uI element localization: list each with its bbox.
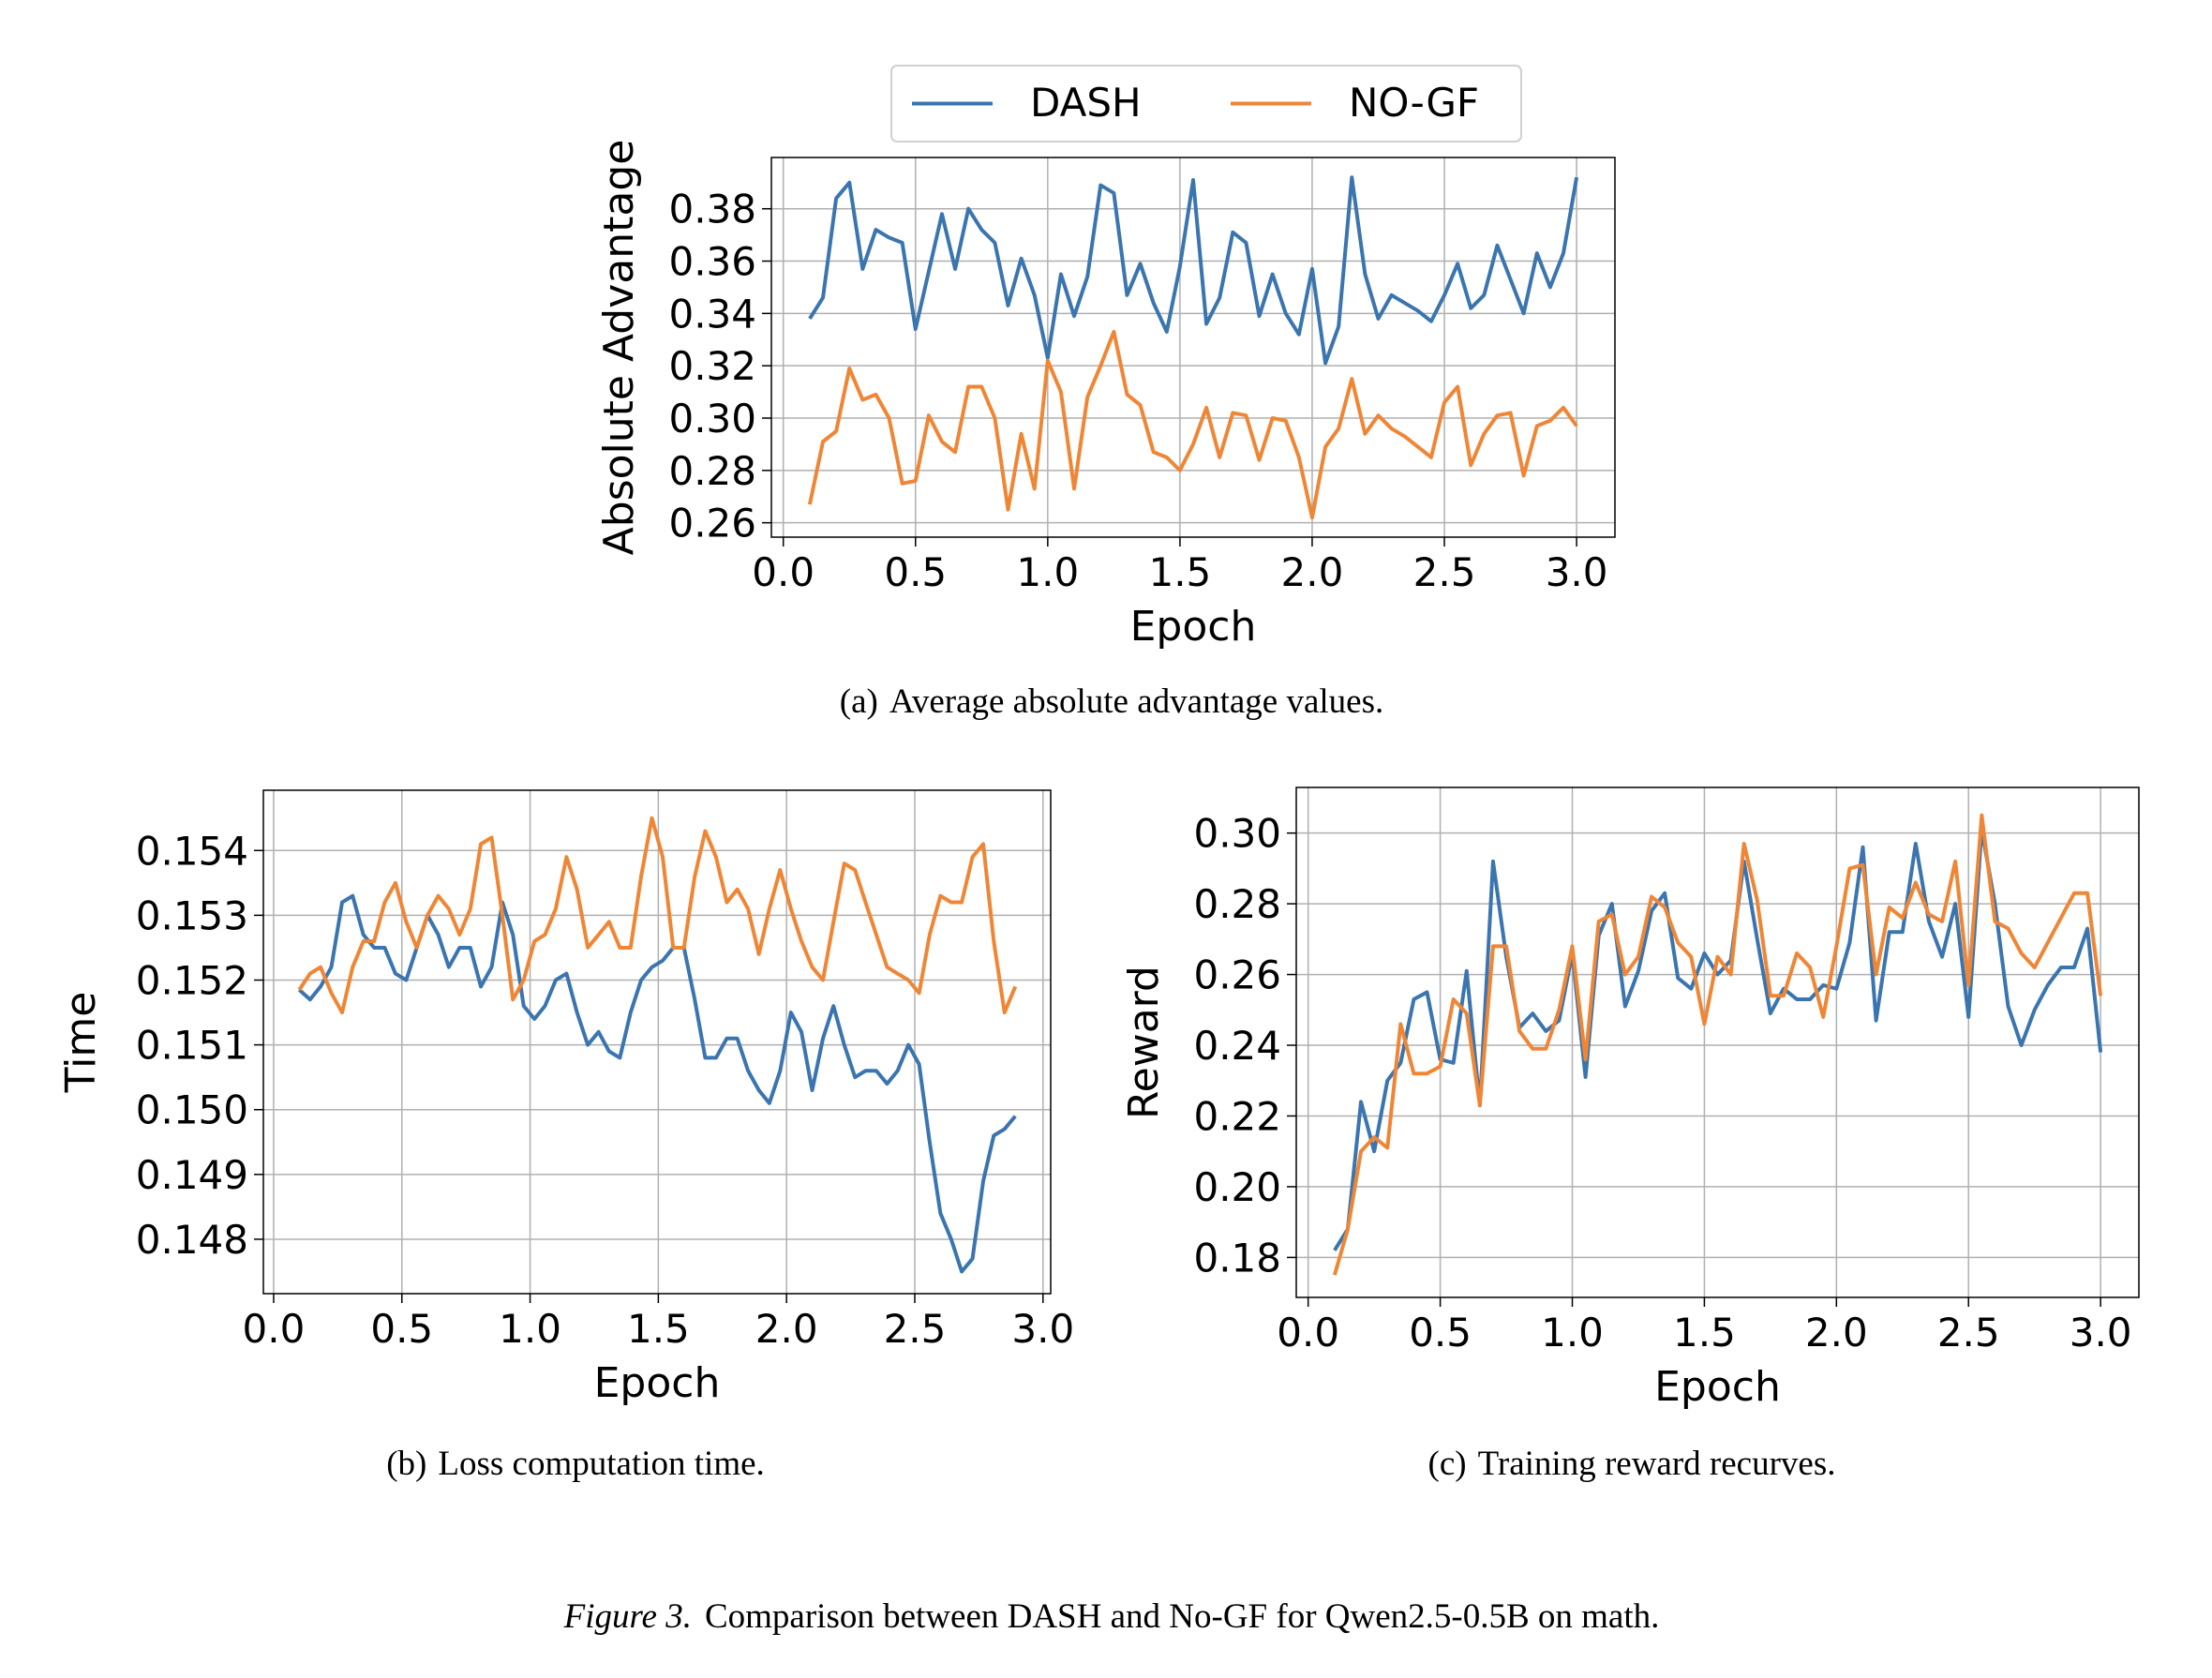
- x-tick-label: 1.5: [1148, 549, 1211, 595]
- y-tick-label: 0.149: [136, 1152, 248, 1198]
- legend-label: NO-GF: [1349, 80, 1479, 126]
- x-tick-label: 1.0: [1016, 549, 1079, 595]
- y-tick-label: 0.18: [1193, 1235, 1281, 1281]
- x-axis-label: Epoch: [594, 1359, 721, 1407]
- x-tick-label: 1.0: [499, 1306, 561, 1352]
- y-tick-label: 0.148: [136, 1217, 248, 1263]
- plot-lines: [1332, 813, 2103, 1276]
- subfigure-caption-label: (a): [840, 682, 878, 721]
- subfigure-caption: (b) Loss computation time.: [386, 1445, 765, 1483]
- y-tick-label: 0.38: [668, 187, 756, 232]
- y-tick-label: 0.151: [136, 1023, 248, 1069]
- x-tick-label: 2.0: [1805, 1310, 1868, 1356]
- y-tick-label: 0.152: [136, 957, 248, 1003]
- y-axis-label: Absolute Advantage: [595, 140, 643, 556]
- series-line: [808, 175, 1579, 366]
- x-axis-label: Epoch: [1654, 1363, 1781, 1411]
- x-tick-label: 0.0: [1277, 1310, 1339, 1356]
- legend-box: [890, 65, 1522, 142]
- subfigure-caption-text: Training reward recurves.: [1478, 1445, 1836, 1483]
- figure-caption-label: Figure 3.: [563, 1597, 692, 1636]
- series-line: [297, 893, 1017, 1274]
- x-tick-label: 2.5: [1413, 549, 1476, 595]
- y-tick-label: 0.20: [1193, 1164, 1281, 1210]
- series-line: [1333, 827, 2103, 1251]
- y-tick-label: 0.34: [668, 291, 756, 337]
- y-tick-label: 0.154: [136, 828, 248, 874]
- x-tick-label: 0.0: [243, 1306, 306, 1352]
- y-axis-label: Time: [57, 992, 105, 1094]
- plot-frame: [1295, 787, 2140, 1298]
- plot-frame: [262, 789, 1052, 1295]
- subfigure-caption: (a) Average absolute advantage values.: [840, 682, 1383, 721]
- x-tick-label: 2.5: [884, 1306, 947, 1352]
- legend-label: DASH: [1030, 80, 1142, 126]
- chart-panel: 0.0 0.5 1.0 1.5 2.0 2.5 3.0 0.148 0.149 0.150 0.15…: [57, 789, 1074, 1483]
- x-axis-label: Epoch: [1130, 603, 1257, 651]
- subfigure-caption-text: Loss computation time.: [438, 1445, 764, 1483]
- chart-panel: 0.0 0.5 1.0 1.5 2.0 2.5 3.0 0.26 0.28 0.30 0.32 0.3…: [595, 65, 1616, 721]
- x-tick-label: 3.0: [2070, 1310, 2132, 1356]
- subfigure-caption-text: Average absolute advantage values.: [889, 682, 1383, 721]
- y-tick-label: 0.24: [1193, 1023, 1281, 1069]
- series-line: [807, 329, 1578, 520]
- x-tick-label: 1.0: [1541, 1310, 1604, 1356]
- subfigure-caption-label: (c): [1428, 1445, 1467, 1483]
- x-tick-label: 2.0: [755, 1306, 818, 1352]
- x-tick-label: 2.0: [1281, 549, 1344, 595]
- y-tick-label: 0.22: [1193, 1093, 1281, 1139]
- legend: DASH NO-GF: [890, 65, 1522, 142]
- y-tick-label: 0.30: [668, 396, 756, 442]
- figure-caption-text: Comparison between DASH and No-GF for Qw…: [705, 1597, 1659, 1636]
- y-tick-label: 0.30: [1193, 811, 1281, 857]
- x-tick-label: 0.5: [1409, 1310, 1472, 1356]
- y-tick-label: 0.153: [136, 892, 248, 938]
- y-tick-label: 0.26: [1193, 952, 1281, 998]
- chart-panel: 0.0 0.5 1.0 1.5 2.0 2.5 3.0 0.18 0.20 0.22 0.24 0.2…: [1120, 787, 2140, 1483]
- plot-frame: [770, 157, 1616, 538]
- figure-caption: Figure 3. Comparison between DASH and No-…: [563, 1597, 1660, 1636]
- y-tick-label: 0.36: [668, 239, 756, 285]
- x-tick-label: 0.5: [884, 549, 947, 595]
- y-tick-label: 0.26: [668, 501, 756, 547]
- x-tick-label: 1.5: [1673, 1310, 1736, 1356]
- x-tick-label: 0.0: [752, 549, 815, 595]
- y-tick-label: 0.28: [668, 448, 756, 494]
- y-tick-label: 0.32: [668, 343, 756, 389]
- x-tick-label: 1.5: [627, 1306, 690, 1352]
- plot-lines: [807, 175, 1579, 520]
- y-tick-label: 0.28: [1193, 881, 1281, 927]
- y-axis-label: Reward: [1120, 966, 1168, 1119]
- subfigure-caption-label: (b): [386, 1445, 426, 1483]
- series-line: [297, 816, 1018, 1015]
- subfigure-caption: (c) Training reward recurves.: [1428, 1445, 1836, 1483]
- x-tick-label: 2.5: [1937, 1310, 2000, 1356]
- y-tick-label: 0.150: [136, 1087, 248, 1133]
- x-tick-label: 3.0: [1546, 549, 1608, 595]
- series-line: [1332, 813, 2103, 1276]
- plot-lines: [297, 816, 1018, 1274]
- x-tick-label: 0.5: [370, 1306, 433, 1352]
- x-tick-label: 3.0: [1011, 1306, 1074, 1352]
